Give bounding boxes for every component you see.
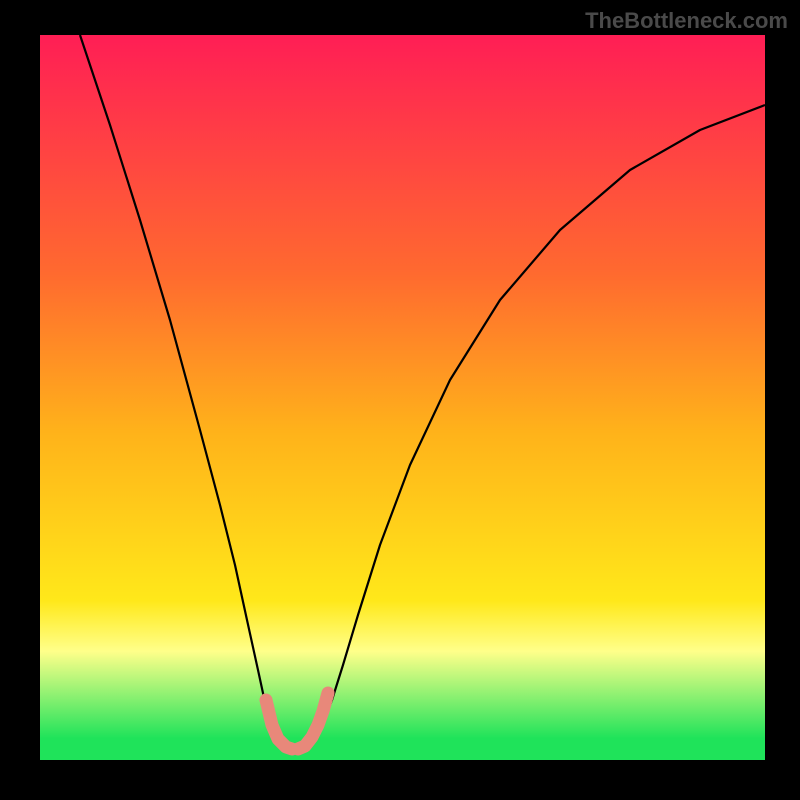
plot-background	[40, 35, 765, 760]
watermark-text: TheBottleneck.com	[585, 8, 788, 34]
chart-container: TheBottleneck.com	[0, 0, 800, 800]
